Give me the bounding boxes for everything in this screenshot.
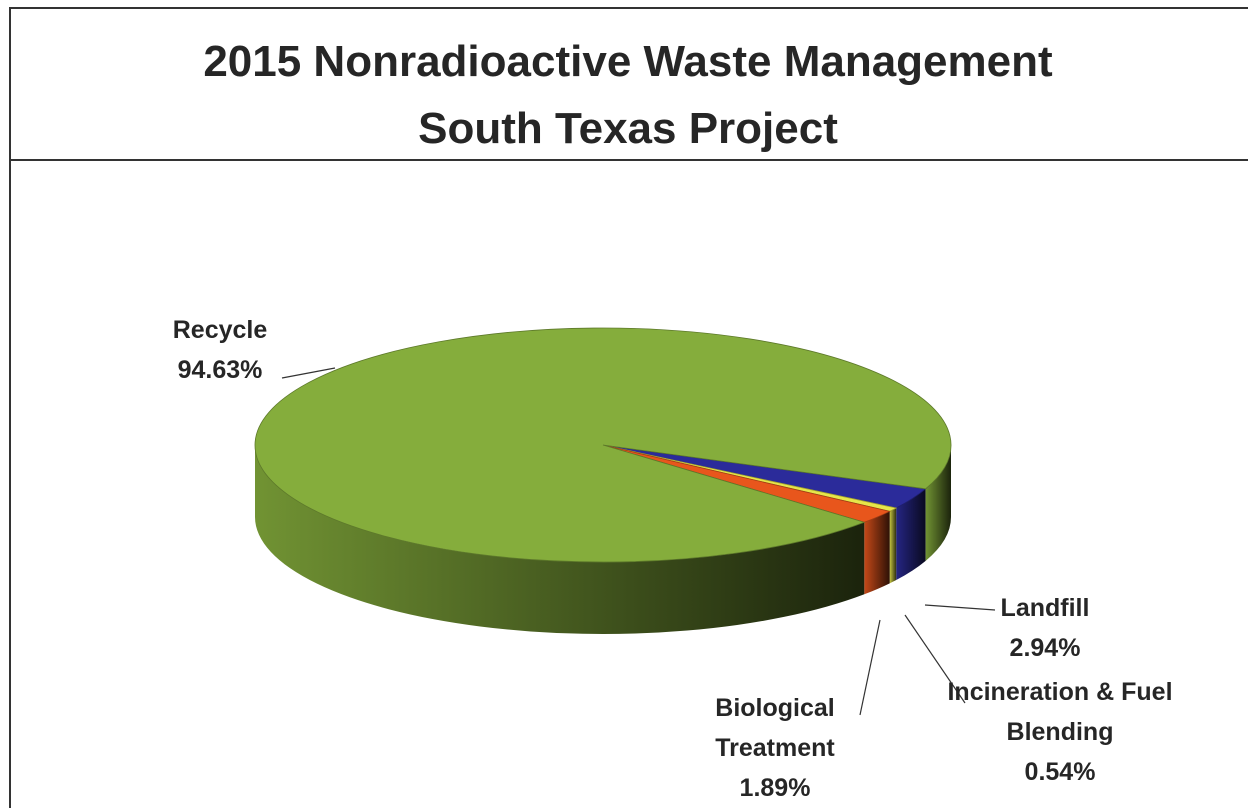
- slice-label: Biological Treatment 1.89%: [690, 688, 860, 808]
- slice-label: Recycle 94.63%: [160, 310, 280, 390]
- leader-line: [924, 604, 996, 611]
- leader-line: [859, 619, 881, 716]
- slice-side: [254, 445, 865, 635]
- slice-side: [889, 508, 897, 584]
- slice-label: Landfill 2.94%: [985, 588, 1105, 668]
- frame: [9, 7, 1248, 808]
- value-label: 2.94%: [1009, 634, 1081, 662]
- slice-side: [925, 445, 951, 561]
- category-label: Recycle: [172, 316, 268, 344]
- category-label: Incineration & Fuel Blending: [947, 678, 1173, 746]
- slice-side: [864, 511, 890, 595]
- leader-line: [904, 614, 966, 704]
- slice: [254, 327, 952, 563]
- leader-line: [281, 367, 336, 379]
- chart-subtitle: South Texas Project: [418, 104, 838, 153]
- slice-label: Incineration & Fuel Blending 0.54%: [935, 672, 1185, 792]
- value-label: 94.63%: [177, 356, 263, 384]
- value-label: 1.89%: [739, 774, 811, 802]
- value-label: 0.54%: [1024, 758, 1096, 786]
- slice-side: [896, 488, 926, 581]
- category-label: Landfill: [1000, 594, 1090, 622]
- chart-title: 2015 Nonradioactive Waste Management: [203, 37, 1053, 86]
- category-label: Biological Treatment: [715, 694, 835, 762]
